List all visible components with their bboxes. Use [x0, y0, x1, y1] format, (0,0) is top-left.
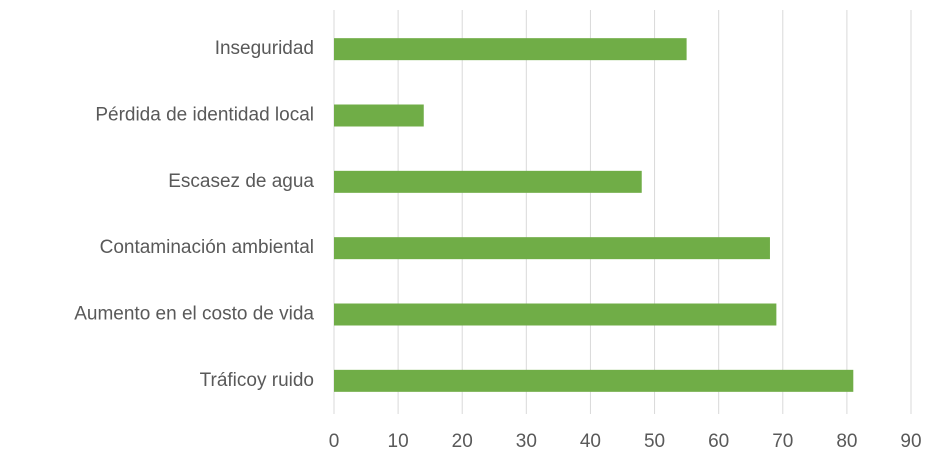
x-tick-label: 20 [452, 431, 473, 452]
x-tick-label: 90 [900, 431, 921, 452]
bar [334, 170, 642, 193]
y-tick-label: Escasez de agua [168, 171, 314, 192]
y-tick-label: Tráficoy ruido [200, 370, 314, 391]
bar [334, 38, 687, 61]
bar [334, 369, 854, 392]
y-tick-label: Inseguridad [215, 38, 314, 59]
x-tick-label: 60 [708, 431, 729, 452]
bar [334, 237, 770, 260]
x-tick-label: 80 [836, 431, 857, 452]
x-tick-label: 0 [329, 431, 340, 452]
x-tick-label: 30 [516, 431, 537, 452]
y-tick-label: Pérdida de identidad local [95, 105, 314, 126]
x-tick-label: 70 [772, 431, 793, 452]
y-tick-label: Aumento en el costo de vida [74, 304, 314, 325]
x-tick-label: 50 [644, 431, 665, 452]
x-tick-label: 40 [580, 431, 601, 452]
bar [334, 104, 424, 127]
x-tick-label: 10 [388, 431, 409, 452]
y-tick-label: Contaminación ambiental [100, 237, 314, 258]
bar [334, 303, 777, 326]
